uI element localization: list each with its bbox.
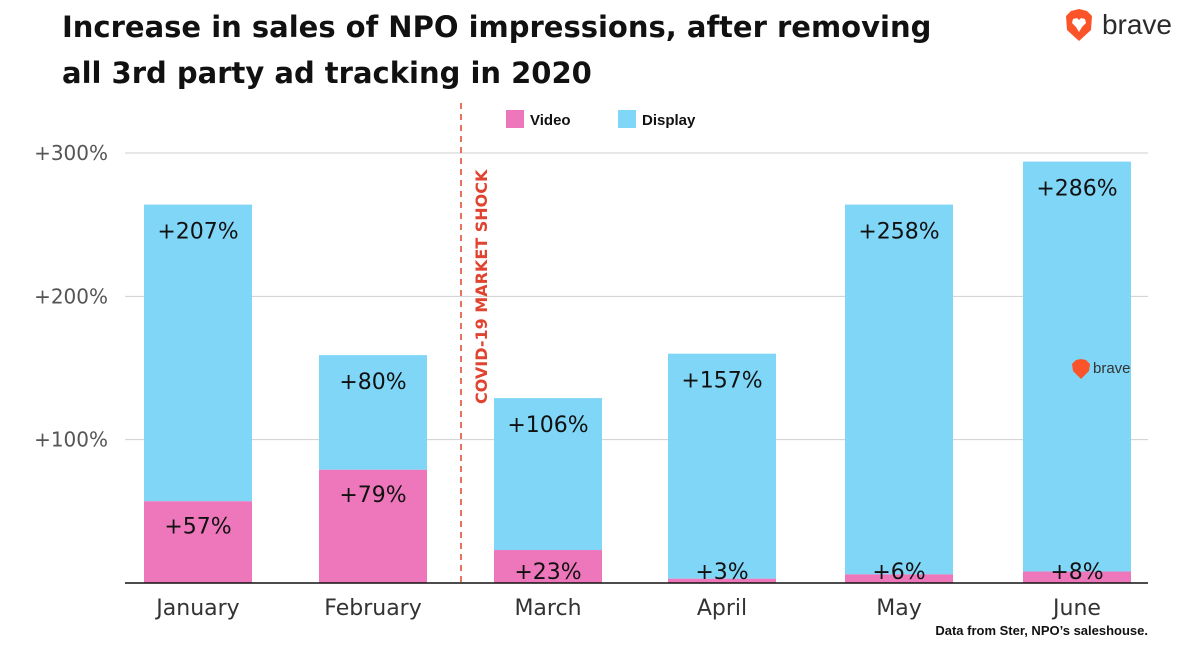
bar-display-april	[668, 353, 776, 579]
data-label-video-june: +8%	[1050, 560, 1103, 585]
chart-title: Increase in sales of NPO impressions, af…	[62, 4, 932, 96]
watermark-brave-icon	[1072, 359, 1090, 379]
brave-logo-word: brave	[1101, 9, 1172, 40]
covid-shock-label: COVID-19 MARKET SHOCK	[472, 169, 491, 404]
data-label-display-january: +207%	[157, 220, 238, 245]
data-label-video-february: +79%	[339, 483, 406, 508]
legend-label-display: Display	[642, 112, 696, 129]
bar-video-march	[494, 550, 602, 583]
y-tick-label-300: +300%	[34, 141, 108, 165]
legend-swatch-video	[506, 110, 524, 128]
data-label-display-february: +80%	[339, 370, 406, 395]
chart-title-line-1: Increase in sales of NPO impressions, af…	[62, 10, 932, 44]
y-tick-label-200: +200%	[34, 284, 108, 308]
x-tick-label-march: March	[514, 596, 581, 621]
legend-label-video: Video	[530, 112, 571, 129]
x-tick-label-may: May	[876, 596, 921, 621]
bar-display-march	[494, 398, 602, 551]
x-tick-label-june: June	[1051, 596, 1101, 621]
data-label-display-june: +286%	[1036, 177, 1117, 202]
data-label-video-january: +57%	[164, 514, 231, 539]
source-footnote: Data from Ster, NPO’s saleshouse.	[935, 623, 1148, 638]
data-label-video-april: +3%	[695, 560, 748, 585]
brave-lion-icon	[1065, 9, 1092, 41]
legend-swatch-display	[618, 110, 636, 128]
data-label-video-march: +23%	[514, 560, 581, 585]
chart-title-line-2: all 3rd party ad tracking in 2020	[62, 56, 592, 90]
bar-display-may	[845, 204, 953, 575]
bar-video-february	[319, 469, 427, 583]
bar-display-february	[319, 355, 427, 470]
x-tick-label-february: February	[324, 596, 422, 621]
bar-video-june	[1023, 571, 1131, 583]
data-label-video-may: +6%	[872, 560, 925, 585]
brave-logo: brave	[1064, 8, 1172, 42]
bar-video-april	[668, 578, 776, 583]
watermark-brave-word: brave	[1093, 360, 1131, 377]
bar-video-may	[845, 574, 953, 583]
x-tick-label-january: January	[154, 596, 239, 621]
data-label-display-march: +106%	[507, 413, 588, 438]
y-tick-label-100: +100%	[34, 428, 108, 452]
data-label-display-april: +157%	[681, 369, 762, 394]
bar-video-january	[144, 501, 252, 583]
bar-display-january	[144, 204, 252, 502]
x-tick-label-april: April	[697, 596, 747, 621]
data-label-display-may: +258%	[858, 220, 939, 245]
